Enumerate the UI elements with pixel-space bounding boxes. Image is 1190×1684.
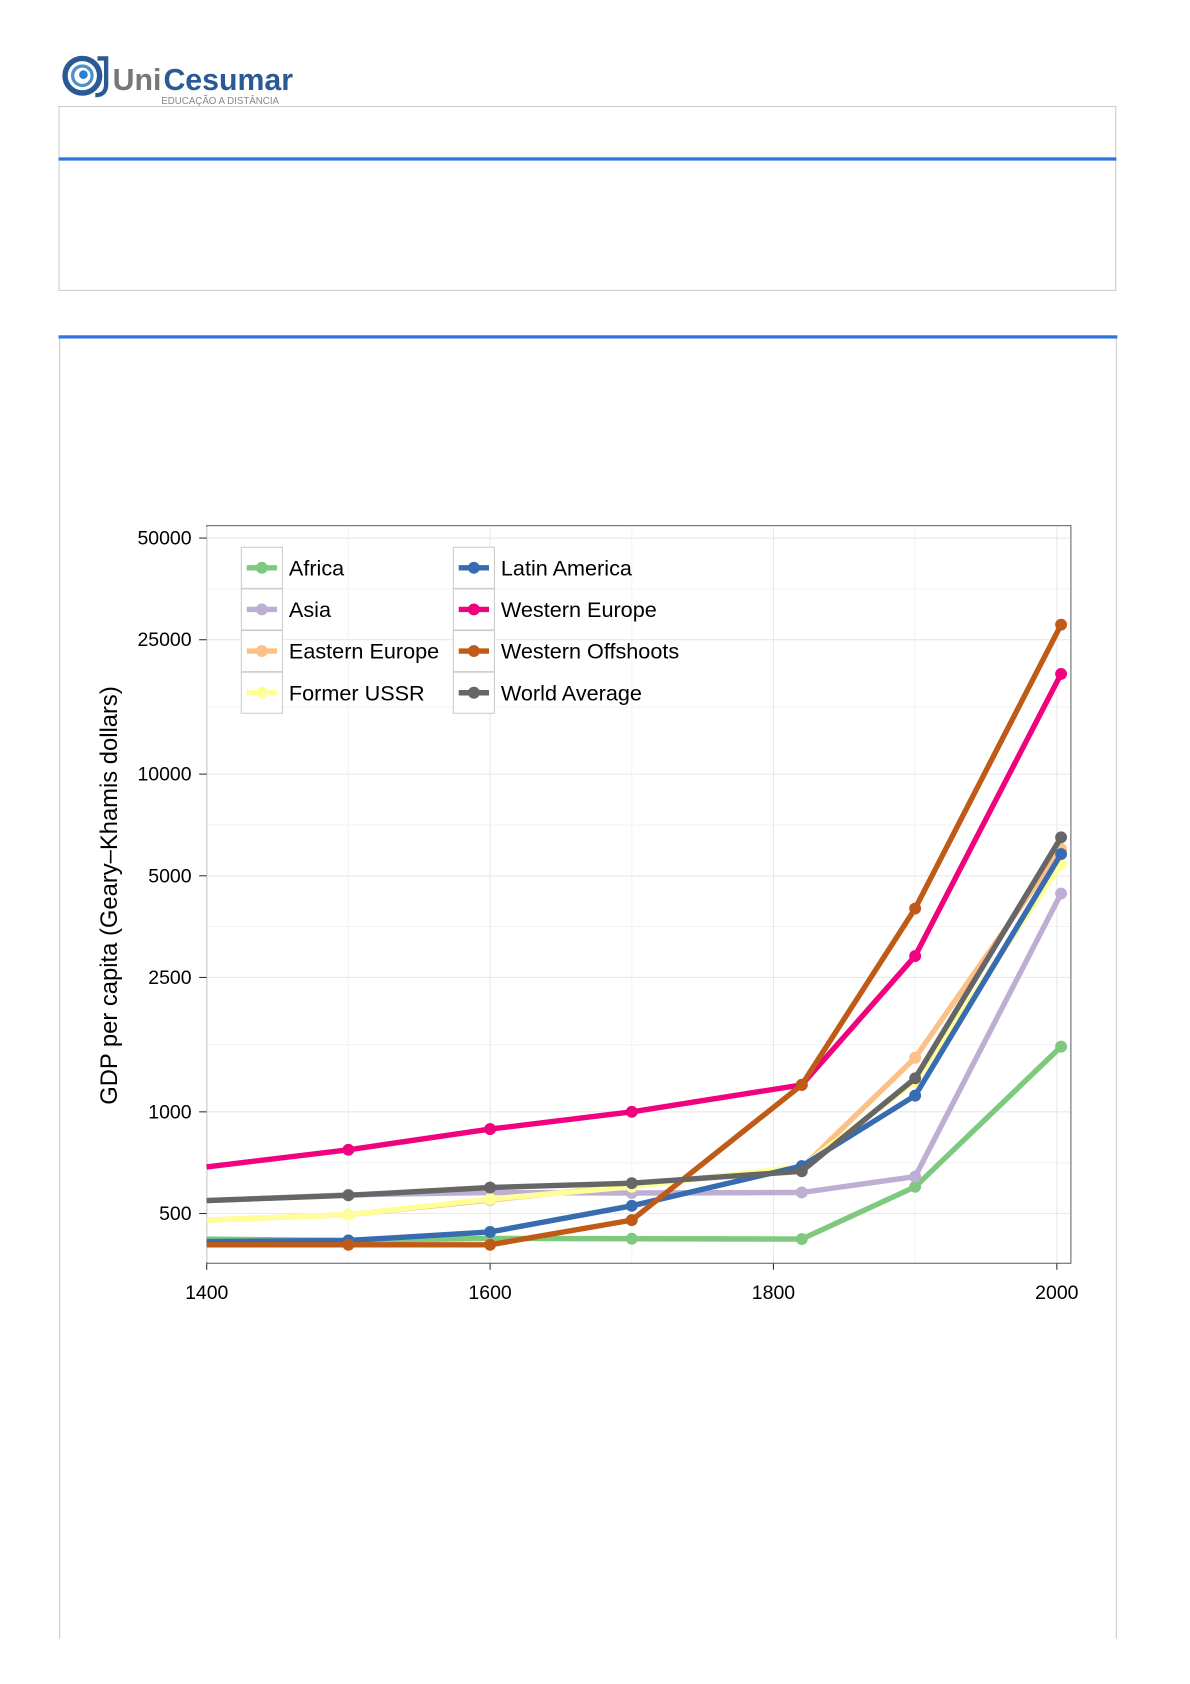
data-point bbox=[1055, 667, 1068, 680]
y-tick-label: 2500 bbox=[148, 967, 191, 989]
chart: 1400 1600 1800 2000 500 1000 2500 5000 10000 2500… bbox=[96, 525, 1079, 1304]
legend-label: Eastern Europe bbox=[289, 639, 439, 664]
axes: 1400 1600 1800 2000 500 1000 2500 5000 10000 2500… bbox=[137, 528, 1078, 1304]
legend-item: Africa bbox=[240, 546, 345, 589]
data-point bbox=[342, 1143, 355, 1156]
y-axis-label: GDP per capita (Geary–Khamis dollars) bbox=[96, 686, 123, 1105]
legend-item: World Average bbox=[452, 671, 642, 714]
legend-label: Former USSR bbox=[289, 680, 425, 705]
data-point bbox=[909, 950, 922, 962]
logo-tagline: EDUCAÇÃO A DISTÂNCIA bbox=[161, 96, 279, 107]
header-divider bbox=[58, 157, 1117, 161]
legend-item: Asia bbox=[240, 588, 332, 631]
data-point bbox=[625, 1232, 638, 1245]
data-point bbox=[625, 1105, 638, 1118]
series-world-average bbox=[206, 831, 1068, 1204]
data-point bbox=[342, 1189, 355, 1202]
data-point bbox=[1055, 831, 1068, 844]
data-point bbox=[625, 1214, 638, 1227]
data-point bbox=[795, 1186, 808, 1199]
data-point bbox=[909, 1051, 922, 1064]
legend-item: Latin America bbox=[452, 546, 633, 589]
series-lines bbox=[206, 618, 1068, 1251]
data-point bbox=[342, 1208, 355, 1221]
legend-key-point bbox=[467, 645, 480, 658]
y-tick-label: 1000 bbox=[148, 1101, 191, 1123]
legend-label: Africa bbox=[289, 555, 345, 580]
data-point bbox=[625, 1199, 638, 1212]
logo-emblem-icon bbox=[62, 55, 109, 98]
legend-key-point bbox=[255, 686, 268, 699]
y-tick-label: 5000 bbox=[148, 865, 191, 887]
legend-label: World Average bbox=[501, 680, 642, 705]
data-point bbox=[795, 1233, 808, 1246]
legend-label: Western Europe bbox=[501, 597, 657, 622]
logo-name-cesumar: Cesumar bbox=[163, 64, 293, 97]
legend-item: Former USSR bbox=[240, 671, 425, 714]
data-point bbox=[909, 902, 922, 915]
data-point bbox=[342, 1238, 355, 1251]
legend-label: Latin America bbox=[501, 555, 633, 580]
data-point bbox=[484, 1123, 497, 1136]
content-top-rule bbox=[58, 335, 1118, 339]
data-point bbox=[484, 1238, 497, 1251]
legend-key-point bbox=[255, 645, 268, 658]
data-point bbox=[909, 1180, 922, 1193]
data-point bbox=[484, 1193, 497, 1205]
y-tick-label: 50000 bbox=[137, 528, 191, 550]
data-point bbox=[484, 1225, 497, 1238]
logo-name-uni: Uni bbox=[113, 64, 162, 97]
data-point bbox=[909, 1089, 922, 1102]
legend: Africa Asia Eastern Europe Former USSR Latin… bbox=[240, 546, 679, 714]
series-western-offshoots bbox=[206, 618, 1068, 1251]
plot-panel bbox=[206, 525, 1072, 1264]
data-point bbox=[1055, 848, 1068, 860]
legend-key-point bbox=[467, 686, 480, 699]
data-point bbox=[795, 1078, 808, 1091]
data-point bbox=[625, 1177, 638, 1190]
x-tick-label: 1600 bbox=[468, 1282, 511, 1304]
legend-key-point bbox=[467, 561, 480, 574]
data-point bbox=[484, 1181, 497, 1194]
legend-item: Western Offshoots bbox=[452, 630, 679, 673]
data-point bbox=[1055, 887, 1068, 900]
x-tick-label: 1800 bbox=[752, 1282, 795, 1304]
data-point bbox=[795, 1165, 808, 1178]
legend-item: Eastern Europe bbox=[240, 630, 439, 673]
y-tick-label: 10000 bbox=[137, 764, 191, 786]
data-point bbox=[909, 1072, 922, 1085]
x-tick-label: 2000 bbox=[1035, 1282, 1078, 1304]
y-tick-label: 500 bbox=[159, 1203, 192, 1225]
data-point bbox=[1055, 618, 1068, 631]
legend-label: Western Offshoots bbox=[501, 639, 679, 664]
logo: Uni Cesumar EDUCAÇÃO A DISTÂNCIA bbox=[62, 55, 293, 107]
legend-key-point bbox=[255, 603, 268, 616]
data-point bbox=[909, 1170, 922, 1183]
legend-item: Western Europe bbox=[452, 588, 657, 631]
x-tick-label: 1400 bbox=[185, 1282, 228, 1304]
legend-key-point bbox=[255, 561, 268, 574]
legend-key-point bbox=[467, 603, 480, 616]
legend-label: Asia bbox=[289, 597, 332, 622]
y-tick-label: 25000 bbox=[137, 629, 191, 651]
header-box bbox=[58, 105, 1117, 291]
data-point bbox=[1055, 1040, 1068, 1053]
